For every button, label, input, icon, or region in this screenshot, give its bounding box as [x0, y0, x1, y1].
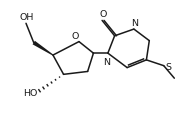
Text: HO: HO: [23, 88, 37, 97]
Text: N: N: [131, 19, 138, 28]
Text: O: O: [99, 10, 107, 19]
Text: N: N: [103, 57, 110, 66]
Text: O: O: [72, 31, 79, 40]
Text: S: S: [166, 63, 172, 72]
Text: OH: OH: [20, 13, 34, 22]
Polygon shape: [33, 41, 53, 56]
